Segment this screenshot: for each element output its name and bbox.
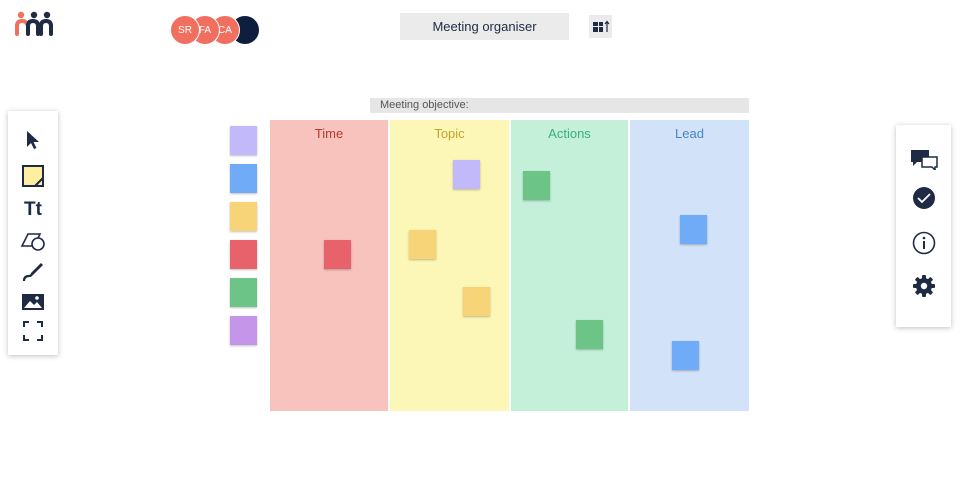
cursor-icon [27,131,39,149]
board-title[interactable]: Meeting organiser [400,13,569,40]
select-tool[interactable] [20,127,46,153]
shapes-icon [20,233,45,251]
sticky-note[interactable] [672,341,699,370]
sticky-note[interactable] [453,160,480,189]
text-icon: Tt [24,199,42,220]
palette-note-red[interactable] [230,240,257,269]
sticky-note[interactable] [680,215,707,244]
text-tool[interactable]: Tt [20,197,46,223]
complete-button[interactable] [910,184,938,212]
settings-icon [913,275,935,297]
meeting-objective-field[interactable]: Meeting objective: [370,98,749,113]
image-icon [22,294,44,310]
palette-note-blue[interactable] [230,164,257,193]
right-toolbar [896,125,951,327]
info-icon [912,231,936,255]
layout-icon [592,20,609,32]
meeting-objective-label: Meeting objective: [380,99,469,111]
chat-button[interactable] [910,145,938,173]
pen-icon [22,263,43,282]
app-logo [15,11,53,36]
info-button[interactable] [910,229,938,257]
column-title: Time [314,126,344,141]
palette-note-purple[interactable] [230,316,257,345]
palette-note-lavender[interactable] [230,126,257,155]
settings-button[interactable] [910,272,938,300]
palette-note-yellow[interactable] [230,202,257,231]
shapes-tool[interactable] [20,228,46,254]
participant-avatars[interactable]: CA FA SR [170,15,260,45]
done-icon [913,187,935,209]
pen-tool[interactable] [20,259,46,285]
board-title-text: Meeting organiser [432,19,537,34]
sticky-note[interactable] [324,240,351,269]
sticky-note[interactable] [576,320,603,349]
column-title: Lead [675,126,704,141]
column-title: Topic [434,126,465,141]
frame-icon [23,321,43,341]
sticky-note-icon [22,165,44,187]
avatar[interactable]: SR [170,15,200,45]
column-title: Actions [548,126,591,141]
palette-note-green[interactable] [230,278,257,307]
sticky-note[interactable] [523,171,550,200]
image-tool[interactable] [20,289,46,315]
sticky-note-tool[interactable] [20,163,46,189]
frame-tool[interactable] [20,318,46,344]
column-topic[interactable]: Topic [390,120,509,411]
chat-icon [911,150,938,170]
left-toolbar: Tt [8,111,58,355]
layout-button[interactable] [589,15,612,38]
column-actions[interactable]: Actions [511,120,628,411]
sticky-note[interactable] [409,230,436,259]
sticky-note[interactable] [463,287,490,316]
